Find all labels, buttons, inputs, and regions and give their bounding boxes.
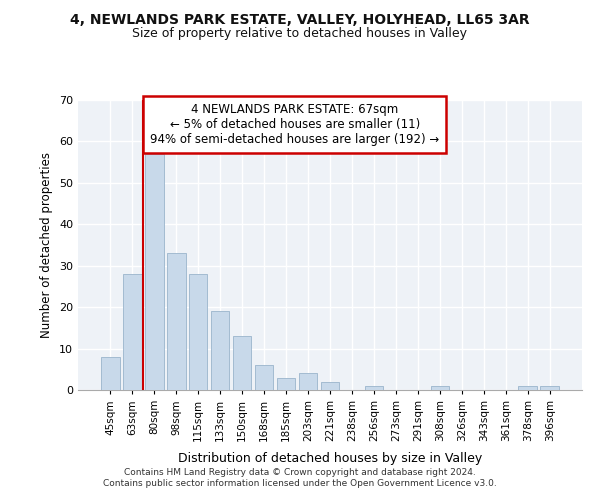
Text: 4, NEWLANDS PARK ESTATE, VALLEY, HOLYHEAD, LL65 3AR: 4, NEWLANDS PARK ESTATE, VALLEY, HOLYHEA… (70, 12, 530, 26)
Text: Contains HM Land Registry data © Crown copyright and database right 2024.
Contai: Contains HM Land Registry data © Crown c… (103, 468, 497, 487)
Bar (518, 386, 537, 390)
Bar (233, 336, 251, 390)
Bar (431, 386, 449, 390)
Bar (320, 382, 340, 390)
Bar (145, 154, 164, 390)
Bar (167, 254, 185, 390)
Bar (211, 312, 229, 390)
Bar (101, 357, 119, 390)
Bar (299, 374, 317, 390)
Text: Size of property relative to detached houses in Valley: Size of property relative to detached ho… (133, 28, 467, 40)
Y-axis label: Number of detached properties: Number of detached properties (40, 152, 53, 338)
X-axis label: Distribution of detached houses by size in Valley: Distribution of detached houses by size … (178, 452, 482, 466)
Bar (277, 378, 295, 390)
Bar (365, 386, 383, 390)
Text: 4 NEWLANDS PARK ESTATE: 67sqm
← 5% of detached houses are smaller (11)
94% of se: 4 NEWLANDS PARK ESTATE: 67sqm ← 5% of de… (150, 103, 439, 146)
Bar (541, 386, 559, 390)
Bar (123, 274, 142, 390)
Bar (189, 274, 208, 390)
Bar (255, 365, 274, 390)
